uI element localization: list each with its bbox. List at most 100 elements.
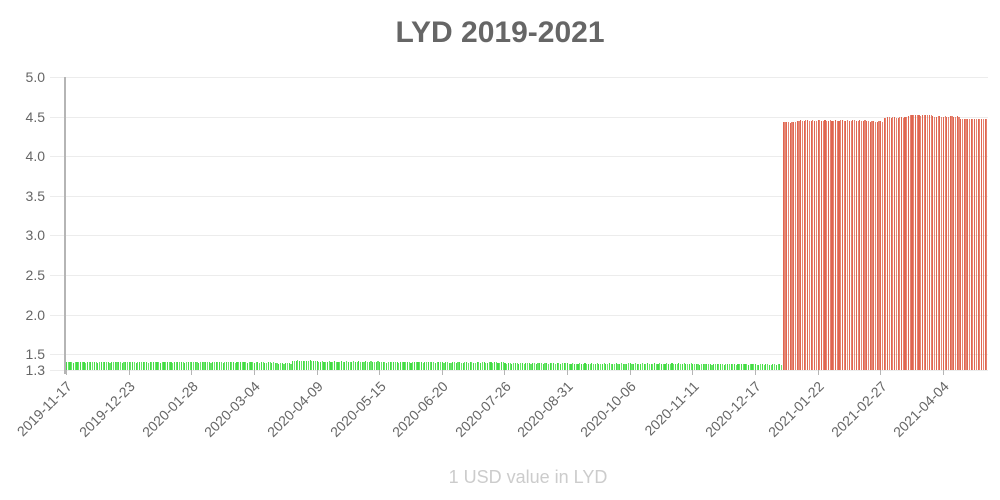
- bar: [937, 116, 939, 370]
- bar: [436, 362, 438, 370]
- bar: [253, 362, 255, 370]
- bar: [901, 116, 903, 370]
- bar: [716, 363, 718, 370]
- bar: [346, 361, 348, 370]
- bar: [669, 363, 671, 370]
- bar: [622, 364, 624, 370]
- bar: [834, 120, 837, 370]
- bar: [321, 361, 323, 370]
- bar: [347, 362, 349, 370]
- bar: [398, 362, 400, 370]
- bar: [554, 363, 556, 370]
- bar: [967, 118, 969, 370]
- bar: [793, 121, 795, 370]
- bar: [737, 364, 739, 370]
- bar: [184, 362, 186, 370]
- x-tick-label: 2019-12-23: [75, 378, 138, 440]
- bar: [471, 362, 473, 370]
- bar: [709, 363, 711, 370]
- bar: [516, 362, 518, 370]
- bar: [869, 121, 871, 370]
- bar: [335, 362, 337, 370]
- bar: [217, 362, 219, 370]
- bar: [902, 117, 904, 370]
- bar: [862, 120, 864, 370]
- bar: [972, 118, 974, 370]
- bar: [236, 362, 238, 370]
- bar: [953, 116, 955, 370]
- x-tick-mark: [379, 370, 381, 375]
- bar: [175, 361, 177, 370]
- bar: [339, 361, 341, 370]
- bar: [222, 362, 224, 370]
- bar: [191, 361, 193, 370]
- bar: [78, 361, 80, 370]
- x-tick-label: 2020-12-17: [702, 378, 765, 440]
- bar: [655, 363, 657, 370]
- bar: [476, 362, 478, 370]
- bar: [252, 361, 254, 370]
- bar: [713, 364, 715, 370]
- bar: [542, 363, 544, 370]
- bar: [434, 362, 436, 370]
- bar: [568, 363, 570, 370]
- bar: [954, 116, 957, 370]
- bar: [861, 121, 863, 370]
- gridline: [50, 195, 988, 197]
- bar: [819, 120, 821, 370]
- bar: [958, 117, 960, 370]
- bar: [697, 363, 699, 370]
- bar: [932, 116, 934, 370]
- bar: [493, 362, 496, 370]
- x-tick-mark: [316, 370, 318, 375]
- bar: [775, 364, 777, 370]
- bar: [429, 362, 431, 370]
- x-axis-label: 1 USD value in LYD: [448, 467, 608, 487]
- bar: [469, 362, 471, 370]
- bar: [433, 361, 435, 370]
- gridline: [50, 354, 988, 356]
- bar: [420, 361, 422, 370]
- bar: [172, 362, 174, 370]
- bar: [391, 361, 393, 370]
- bar: [897, 117, 899, 370]
- x-tick-label: 2020-03-04: [201, 378, 264, 440]
- x-tick-mark: [253, 370, 255, 375]
- bar: [528, 362, 530, 370]
- bar: [100, 361, 102, 370]
- y-tick-label: 4.0: [25, 148, 45, 165]
- gridline: [50, 235, 988, 237]
- bar: [916, 115, 918, 370]
- bar: [500, 362, 503, 370]
- bar: [212, 362, 214, 370]
- bar: [692, 363, 694, 370]
- bar: [974, 119, 976, 370]
- bar: [394, 362, 396, 370]
- bar: [467, 362, 469, 370]
- x-tick-mark: [942, 370, 944, 375]
- bar: [86, 362, 88, 370]
- x-tick-label: 2020-10-06: [576, 378, 639, 440]
- bar: [935, 116, 937, 370]
- bar: [779, 364, 781, 370]
- bar: [678, 363, 680, 370]
- bar: [412, 362, 414, 370]
- bar: [213, 361, 215, 370]
- bar: [121, 362, 123, 370]
- bar: [403, 361, 405, 370]
- bar: [370, 361, 372, 370]
- bar: [257, 362, 259, 370]
- bar: [641, 363, 643, 370]
- bar: [867, 120, 870, 370]
- bar: [787, 121, 790, 370]
- bar: [530, 363, 532, 370]
- bar: [377, 361, 379, 370]
- bar: [920, 115, 922, 370]
- bar: [840, 120, 842, 370]
- bar: [965, 118, 967, 370]
- bar: [255, 362, 257, 370]
- bar: [680, 363, 682, 370]
- bar: [650, 363, 652, 370]
- bar: [700, 364, 703, 370]
- bar: [558, 362, 560, 370]
